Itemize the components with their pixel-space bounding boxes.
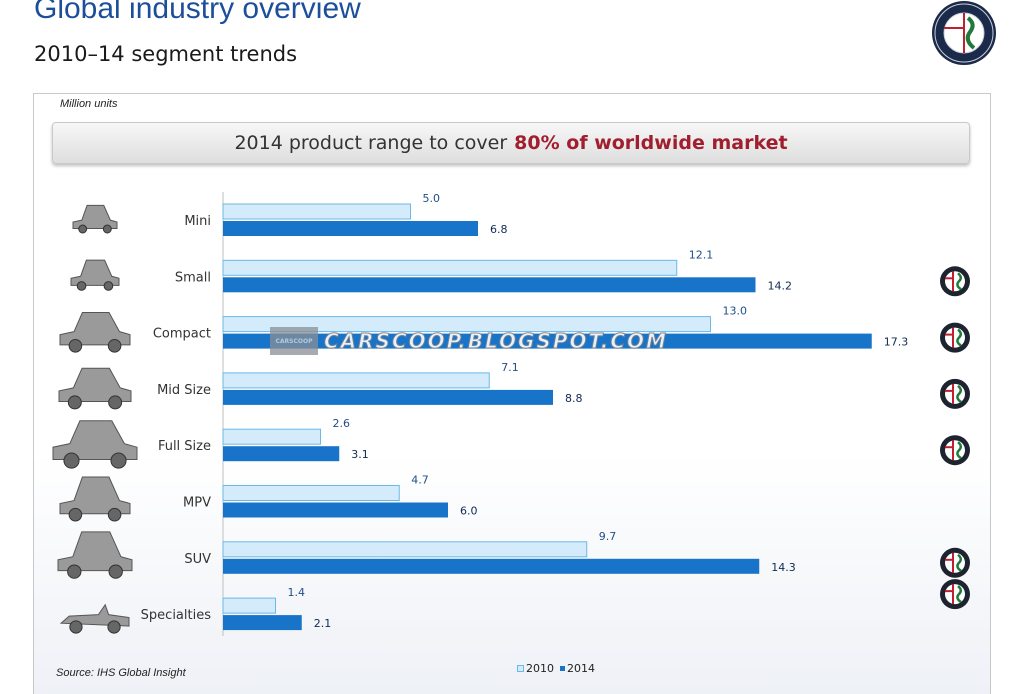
legend-label-2014: 2014 [567, 662, 595, 675]
category-label: Mid Size [157, 383, 211, 398]
category-label: Mini [184, 214, 211, 229]
category-label: MPV [183, 496, 211, 511]
data-label-2014: 6.8 [490, 223, 508, 236]
alfa-badge-icon [940, 547, 970, 578]
page-title: Global industry overview [34, 0, 361, 25]
legend-swatch-2010 [517, 665, 524, 672]
small-car-icon [70, 259, 120, 291]
alfa-badge-icon [940, 378, 970, 409]
bar-2010 [222, 316, 711, 333]
bar-2014 [223, 502, 448, 518]
bar-2014 [223, 277, 756, 293]
data-label-2014: 8.8 [565, 392, 583, 405]
data-label-2010: 13.0 [723, 305, 748, 318]
bar-2014 [223, 615, 302, 631]
alfa-romeo-logo-icon [932, 1, 996, 65]
alfa-badge-icon [940, 266, 970, 297]
data-label-2010: 5.0 [423, 192, 441, 205]
data-label-2014: 6.0 [460, 505, 478, 518]
alfa-badge-icon [940, 579, 970, 610]
bar-2014 [223, 558, 760, 574]
source-note: Source: IHS Global Insight [56, 667, 186, 679]
bar-2010 [222, 372, 490, 389]
legend-item-2010: 2010 [517, 662, 554, 675]
watermark: CARSCOOP CARSCOOP.BLOGSPOT.COM [270, 326, 668, 356]
data-label-2010: 2.6 [333, 417, 351, 430]
bar-2014 [223, 446, 340, 462]
watermark-text: CARSCOOP.BLOGSPOT.COM [324, 329, 668, 354]
data-label-2010: 9.7 [599, 530, 617, 543]
legend-item-2014: 2014 [560, 662, 595, 675]
bar-2010 [222, 485, 400, 501]
mid-size-car-icon [58, 367, 132, 410]
bar-2014 [223, 333, 872, 349]
data-label-2014: 14.3 [771, 561, 796, 574]
category-label: Small [175, 270, 211, 285]
banner-highlight: 80% of worldwide market [514, 132, 788, 154]
data-label-2014: 2.1 [314, 617, 332, 630]
category-label: SUV [184, 552, 211, 567]
banner-text: 2014 product range to cover [234, 132, 508, 154]
bar-2010 [222, 597, 276, 614]
headline-banner: 2014 product range to cover 80% of world… [52, 122, 970, 164]
category-label: Full Size [158, 439, 211, 454]
convertible-icon [59, 603, 130, 634]
alfa-badge-icon [940, 435, 970, 466]
chart-legend: 2010 2014 [517, 662, 599, 675]
alfa-badge-icon [940, 322, 970, 353]
full-size-car-icon [52, 420, 138, 469]
data-label-2014: 3.1 [351, 448, 369, 461]
legend-swatch-2014 [560, 666, 565, 671]
suv-icon [57, 531, 133, 579]
bar-2010 [222, 541, 588, 558]
page-subtitle: 2010–14 segment trends [34, 42, 298, 66]
bar-2014 [223, 221, 478, 236]
data-label-2010: 4.7 [411, 474, 429, 487]
bar-2010 [222, 259, 678, 276]
category-label: Compact [153, 327, 211, 342]
data-label-2010: 7.1 [501, 361, 519, 374]
category-label: Specialties [141, 608, 212, 623]
bar-2010 [222, 428, 321, 445]
bar-2014 [223, 389, 553, 405]
data-label-2010: 12.1 [689, 248, 714, 261]
legend-label-2010: 2010 [526, 662, 554, 675]
mini-car-icon [72, 204, 118, 234]
unit-label: Million units [60, 98, 118, 110]
data-label-2014: 14.2 [768, 279, 793, 292]
data-label-2014: 17.3 [884, 336, 909, 349]
compact-car-icon [59, 312, 131, 353]
bar-2010 [222, 203, 411, 220]
data-label-2010: 1.4 [288, 586, 306, 599]
watermark-badge: CARSCOOP [270, 327, 318, 355]
mpv-icon [59, 476, 131, 522]
